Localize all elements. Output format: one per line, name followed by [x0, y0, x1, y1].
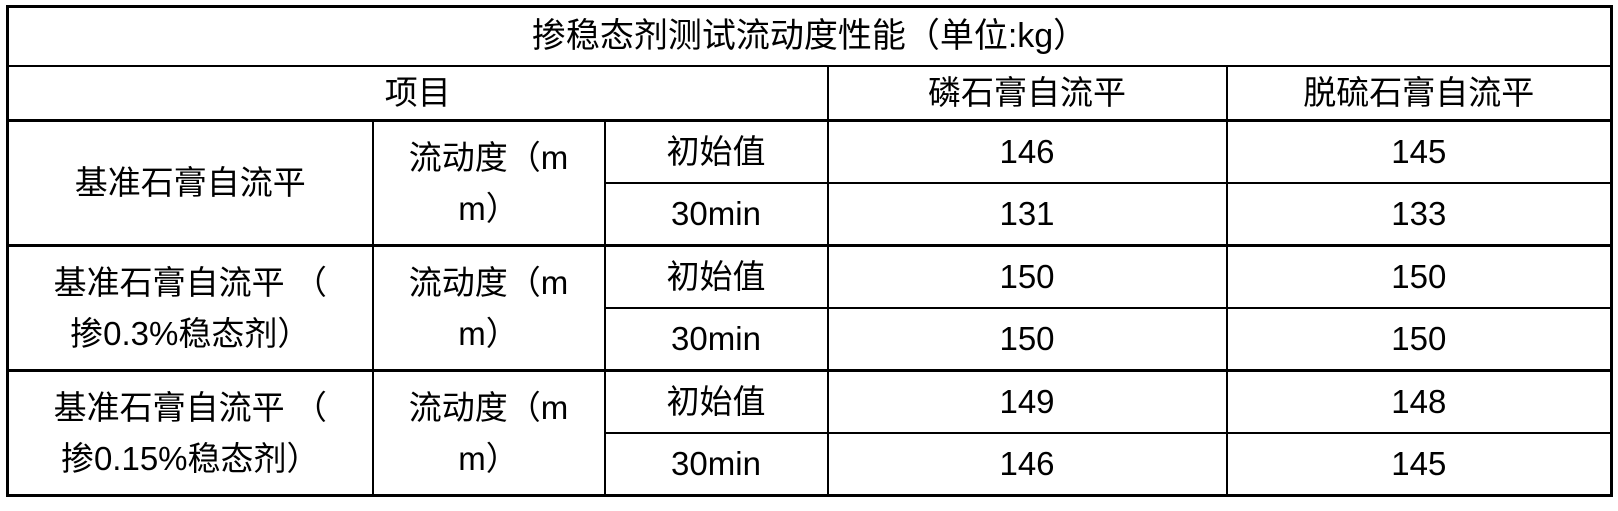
table-row: 基准石膏自流平 （ 掺0.3%稳态剂） 流动度（m m） 初始值 150 150 [6, 244, 1613, 372]
value-phosphogypsum: 146 [826, 119, 1228, 184]
table-row: 30min 131 133 [8, 182, 1613, 247]
header-item: 项目 [6, 65, 829, 122]
time-label: 30min [603, 307, 829, 372]
value-desulfurized: 148 [1225, 369, 1613, 434]
time-label: 初始值 [603, 244, 829, 309]
metric-cell: 流动度（m m） [371, 369, 606, 497]
header-phosphogypsum: 磷石膏自流平 [826, 65, 1228, 122]
metric-cell: 流动度（m m） [371, 119, 606, 247]
metric-line: m） [458, 190, 519, 227]
value-phosphogypsum: 146 [826, 432, 1228, 497]
value-desulfurized: 145 [1225, 432, 1613, 497]
sample-name-line: 基准石膏自流平 （ [53, 263, 327, 301]
table-title: 掺稳态剂测试流动度性能（单位:kg） [6, 5, 1613, 67]
time-label: 30min [603, 432, 829, 497]
time-label: 30min [603, 182, 829, 247]
metric-line: 流动度（m [408, 263, 569, 301]
sample-name-line: 掺0.15%稳态剂） [60, 440, 320, 477]
value-phosphogypsum: 150 [826, 244, 1228, 309]
value-desulfurized: 150 [1225, 244, 1613, 309]
time-label: 初始值 [603, 369, 829, 434]
sample-name-cell-0-3pct: 基准石膏自流平 （ 掺0.3%稳态剂） [6, 244, 374, 372]
table-row: 基准石膏自流平 流动度（m m） 初始值 146 145 [6, 119, 1613, 247]
metric-line: m） [458, 315, 519, 352]
sample-name-cell-0-15pct: 基准石膏自流平 （ 掺0.15%稳态剂） [6, 369, 374, 497]
table-row: 基准石膏自流平 （ 掺0.15%稳态剂） 流动度（m m） 初始值 149 14… [6, 369, 1613, 497]
sample-name-line: 基准石膏自流平 [74, 164, 306, 202]
flowability-performance-table: 掺稳态剂测试流动度性能（单位:kg） 项目 磷石膏自流平 脱硫石膏自流平 基准石… [6, 5, 1614, 497]
value-desulfurized: 133 [1225, 182, 1613, 247]
metric-line: 流动度（m [408, 388, 569, 426]
sample-name-line: 掺0.3%稳态剂） [70, 315, 311, 352]
value-desulfurized: 150 [1225, 307, 1613, 372]
title-row: 掺稳态剂测试流动度性能（单位:kg） [6, 5, 1613, 67]
table-row: 30min 146 145 [8, 432, 1613, 497]
value-desulfurized: 145 [1225, 119, 1613, 184]
header-desulfurized: 脱硫石膏自流平 [1225, 65, 1613, 122]
metric-cell: 流动度（m m） [371, 244, 606, 372]
time-label: 初始值 [603, 119, 829, 184]
value-phosphogypsum: 149 [826, 369, 1228, 434]
header-row: 项目 磷石膏自流平 脱硫石膏自流平 [6, 65, 1613, 122]
value-phosphogypsum: 131 [826, 182, 1228, 247]
sample-name-cell-baseline: 基准石膏自流平 [6, 119, 374, 247]
table-row: 30min 150 150 [8, 307, 1613, 372]
value-phosphogypsum: 150 [826, 307, 1228, 372]
metric-line: m） [458, 440, 519, 477]
metric-line: 流动度（m [408, 138, 569, 176]
sample-name-line: 基准石膏自流平 （ [53, 388, 327, 426]
